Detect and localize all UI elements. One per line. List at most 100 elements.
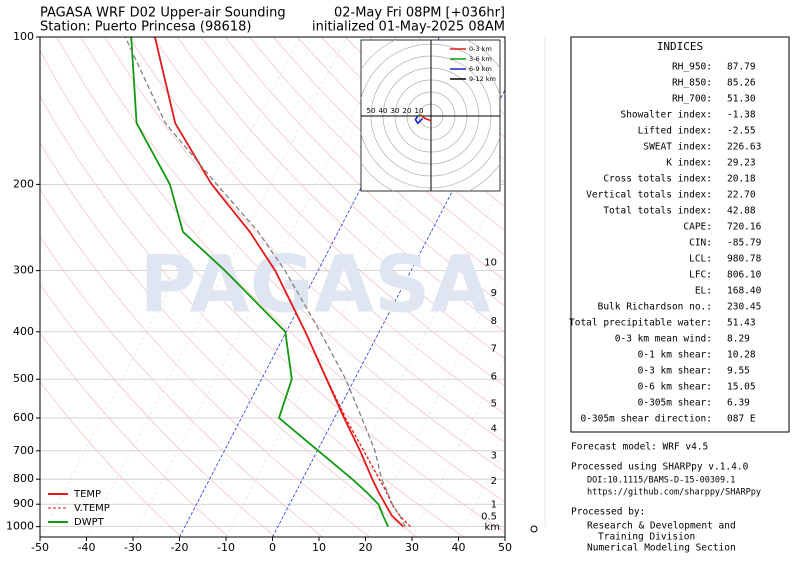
hodo-ring-label: 40 [379,107,388,115]
index-label: Lifted index: [638,126,712,137]
index-label: 0-3 km mean wind: [615,334,712,345]
index-value: 720.16 [727,222,762,233]
note: DOI:10.1115/BAMS-D-15-00309.1 [587,476,735,486]
index-value: 8.29 [727,334,750,345]
hodo-trace [418,115,420,116]
index-value: 51.30 [727,94,756,105]
x-tick-label: 50 [498,541,512,554]
y-tick-label: 200 [13,177,34,190]
height-label: 3 [491,451,497,462]
y-tick-label: 500 [13,372,34,385]
hodo-ring-label: 20 [403,107,412,115]
watermark: PAGASA [139,240,490,330]
subtitle: Station: Puerto Princesa (98618) [40,20,251,35]
index-label: Vertical totals index: [586,190,712,201]
index-label: SWEAT index: [643,142,712,153]
index-label: Bulk Richardson no.: [598,302,712,313]
height-label: 5 [491,399,497,410]
index-label: 0-305m shear: [638,398,712,409]
x-tick-label: -10 [217,541,235,554]
index-value: 15.05 [727,382,756,393]
note: Numerical Modeling Section [587,543,736,554]
index-value: 22.70 [727,190,756,201]
y-tick-label: 300 [13,264,34,277]
index-value: 9.55 [727,366,750,377]
height-label: 1 [491,500,497,511]
index-value: -85.79 [727,238,762,249]
note: Research & Development and [587,521,736,532]
note: Training Division [598,532,695,543]
index-label: Total precipitable water: [569,318,712,329]
index-label: LFC: [689,270,712,281]
index-value: 29.23 [727,158,756,169]
hodo-legend-label: 9-12 km [469,75,496,83]
x-tick-label: 30 [405,541,419,554]
x-tick-label: 20 [359,541,373,554]
height-label: 0.5 [481,512,497,523]
hodo-ring-label: 10 [415,107,424,115]
x-tick-label: -50 [31,541,49,554]
height-label: 2 [491,476,497,487]
height-unit: km [484,522,500,533]
index-label: CIN: [689,238,712,249]
index-value: 51.43 [727,318,756,329]
index-label: 0-1 km shear: [638,350,712,361]
index-label: Showalter index: [620,110,712,121]
y-tick-label: 100 [13,30,34,43]
height-label: 9 [491,288,497,299]
index-value: 806.10 [727,270,762,281]
x-tick-label: -40 [78,541,96,554]
index-value: 230.45 [727,302,761,313]
indices-title: INDICES [657,40,703,53]
y-tick-label: 800 [13,472,34,485]
indices-rows: RH_950: 87.79 RH_850: 85.26 RH_700: 51.30 Show… [569,62,762,425]
index-value: 87.79 [727,62,756,73]
y-tick-label: 900 [13,497,34,510]
index-value: 6.39 [727,398,750,409]
index-value: 20.18 [727,174,756,185]
index-value: 10.28 [727,350,756,361]
legend-label: DWPT [74,517,105,528]
index-label: RH_700: [672,94,712,105]
index-label: RH_850: [672,78,712,89]
index-value: -2.55 [727,126,756,137]
index-value: 42.88 [727,206,756,217]
hodo-legend-label: 3-6 km [469,55,492,63]
index-label: RH_950: [672,62,712,73]
index-label: Total totals index: [603,206,712,217]
index-label: K index: [666,158,712,169]
index-label: Cross totals index: [603,174,712,185]
note: https://github.com/sharppy/SHARPpy [587,488,761,498]
index-value: 087 E [727,414,756,425]
x-tick-label: -30 [124,541,142,554]
index-value: 980.78 [727,254,762,265]
y-tick-label: 600 [13,411,34,424]
title: PAGASA WRF D02 Upper-air Sounding [40,6,286,21]
index-value: 168.40 [727,286,762,297]
init-time: initialized 01-May-2025 08AM [312,20,505,35]
hodo-legend-label: 6-9 km [469,65,492,73]
y-tick-label: 1000 [6,520,34,533]
index-value: 85.26 [727,78,756,89]
height-label: 8 [491,316,497,327]
height-label: 6 [491,372,497,383]
y-tick-label: 400 [13,325,34,338]
index-label: LCL: [689,254,712,265]
note: Forecast model: WRF v4.5 [571,442,708,453]
calm-marker [531,526,537,532]
valid-time: 02-May Fri 08PM [+036hr] [334,6,505,21]
index-value: -1.38 [727,110,756,121]
index-label: 0-3 km shear: [638,366,712,377]
note: Processed by: [571,507,645,518]
index-label: 0-6 km shear: [638,382,712,393]
height-label: 4 [491,424,497,435]
index-value: 226.63 [727,142,761,153]
y-tick-label: 700 [13,444,34,457]
hodo-ring-label: 50 [367,107,376,115]
index-label: EL: [695,286,712,297]
index-label: 0-305m shear direction: [580,414,712,425]
height-label: 7 [491,344,497,355]
index-label: CAPE: [683,222,712,233]
